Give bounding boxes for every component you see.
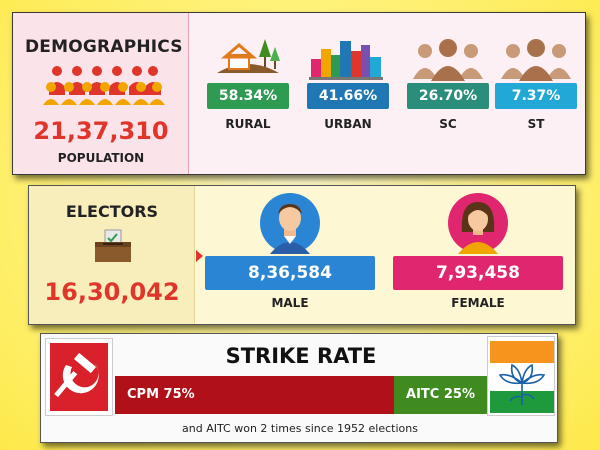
- stat-label: ST: [527, 117, 545, 131]
- stat-label: SC: [439, 117, 457, 131]
- female-avatar-icon: [448, 193, 508, 254]
- stat-label: URBAN: [324, 117, 372, 131]
- strike-rate-panel: STRIKE RATE CPM 75% AITC 25% and AITC wo…: [40, 333, 558, 443]
- stat-value: 58.34%: [207, 83, 289, 109]
- demographics-title: DEMOGRAPHICS: [25, 37, 183, 57]
- hammer-sickle-icon: [54, 352, 99, 398]
- people-group-icon: [501, 39, 571, 81]
- aitc-flower-logo-icon: [490, 341, 554, 413]
- aitc-logo: [487, 336, 555, 416]
- demographics-panel: DEMOGRAPHICS 21,37,310 POPULATION: [12, 12, 586, 175]
- city-buildings-icon: [309, 41, 383, 80]
- ballot-box-icon: [95, 229, 131, 262]
- strike-rate-title: STRIKE RATE: [225, 344, 377, 368]
- electors-total-value: 16,30,042: [44, 278, 180, 306]
- male-electors-value: 8,36,584: [205, 256, 375, 290]
- electors-title: ELECTORS: [65, 202, 159, 221]
- male-avatar-icon: [260, 193, 320, 254]
- stat-label: RURAL: [225, 117, 271, 131]
- electors-summary: ELECTORS 16,30,042: [29, 186, 195, 324]
- electors-panel: ELECTORS 16,30,042 8,36,584 MALE: [28, 185, 576, 325]
- cpm-logo: [45, 338, 113, 416]
- electors-pointer-arrow: [196, 250, 203, 262]
- aitc-share-segment: AITC 25%: [394, 376, 487, 414]
- female-electors-value: 7,93,458: [393, 256, 563, 290]
- strike-rate-bar: CPM 75% AITC 25%: [115, 376, 487, 414]
- female-label: FEMALE: [451, 296, 505, 310]
- rural-landscape-icon: [217, 39, 280, 73]
- strike-rate-caption: and AITC won 2 times since 1952 election…: [182, 422, 418, 435]
- population-label: POPULATION: [57, 151, 145, 165]
- stat-value: 26.70%: [407, 83, 489, 109]
- demographics-stats: 58.34% RURAL 41.66% URBAN 26: [189, 13, 585, 174]
- population-value: 21,37,310: [33, 117, 169, 145]
- demographics-summary: DEMOGRAPHICS 21,37,310 POPULATION: [13, 13, 189, 174]
- stat-value: 41.66%: [307, 83, 389, 109]
- people-group-icon: [413, 39, 483, 81]
- population-crowd-icon: [43, 66, 165, 105]
- stat-value: 7.37%: [495, 83, 577, 109]
- male-label: MALE: [271, 296, 309, 310]
- cpm-share-segment: CPM 75%: [115, 376, 394, 414]
